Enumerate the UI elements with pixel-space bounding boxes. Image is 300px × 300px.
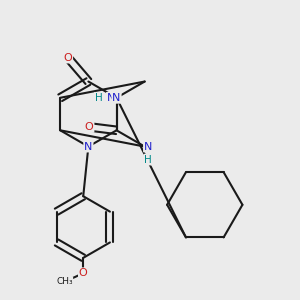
Text: N: N [84,142,93,152]
Text: N: N [144,142,152,152]
Text: CH₃: CH₃ [56,277,73,286]
Text: H: H [144,154,152,165]
Text: N: N [112,93,121,103]
Text: H: H [95,93,103,103]
Text: O: O [85,122,94,132]
Text: O: O [79,268,88,278]
Text: O: O [64,52,72,63]
Text: N: N [107,93,115,103]
